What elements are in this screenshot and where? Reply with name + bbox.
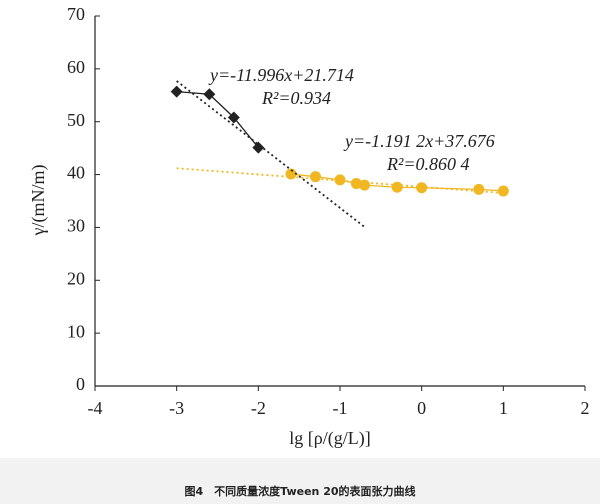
y-tick-label: 0 (76, 374, 85, 394)
x-tick-label: 0 (417, 398, 426, 418)
x-axis-label: lg [ρ/(g/L)] (289, 428, 370, 449)
y-axis-label: γ/(mN/m) (28, 165, 49, 237)
annotation: y=-1.191 2x+37.676 (343, 131, 495, 151)
caption: 图4 不同质量浓度Tween 20的表面张力曲线 (185, 484, 416, 498)
series-line (176, 90, 259, 149)
diamond-marker (227, 111, 240, 124)
x-tick-label: -2 (251, 398, 266, 418)
diamond-marker (252, 141, 265, 154)
circle-marker (497, 185, 509, 197)
annotation: y=-11.996x+21.714 (208, 65, 354, 85)
caption-band (0, 458, 600, 504)
circle-marker (416, 182, 428, 194)
x-tick-label: -3 (169, 398, 184, 418)
circle-marker (285, 168, 297, 180)
circle-marker (334, 174, 346, 186)
x-tick-label: -1 (333, 398, 348, 418)
y-tick-label: 70 (67, 4, 85, 24)
circle-marker (359, 179, 370, 191)
diamond-marker (203, 88, 216, 101)
circle-marker (350, 178, 362, 190)
y-tick-label: 40 (67, 163, 85, 183)
annotation: R²=0.860 4 (386, 154, 470, 174)
y-tick-label: 50 (67, 110, 85, 130)
y-tick-label: 30 (67, 216, 85, 236)
y-tick-label: 10 (67, 321, 85, 341)
circle-marker (473, 183, 485, 195)
annotation: R²=0.934 (261, 88, 331, 108)
x-tick-label: 2 (581, 398, 590, 418)
x-tick-label: -4 (88, 398, 103, 418)
diamond-marker (170, 85, 183, 98)
y-tick-label: 20 (67, 268, 85, 288)
circle-marker (310, 171, 321, 183)
x-tick-label: 1 (499, 398, 508, 418)
circle-marker (391, 181, 403, 193)
y-tick-label: 60 (67, 57, 85, 77)
